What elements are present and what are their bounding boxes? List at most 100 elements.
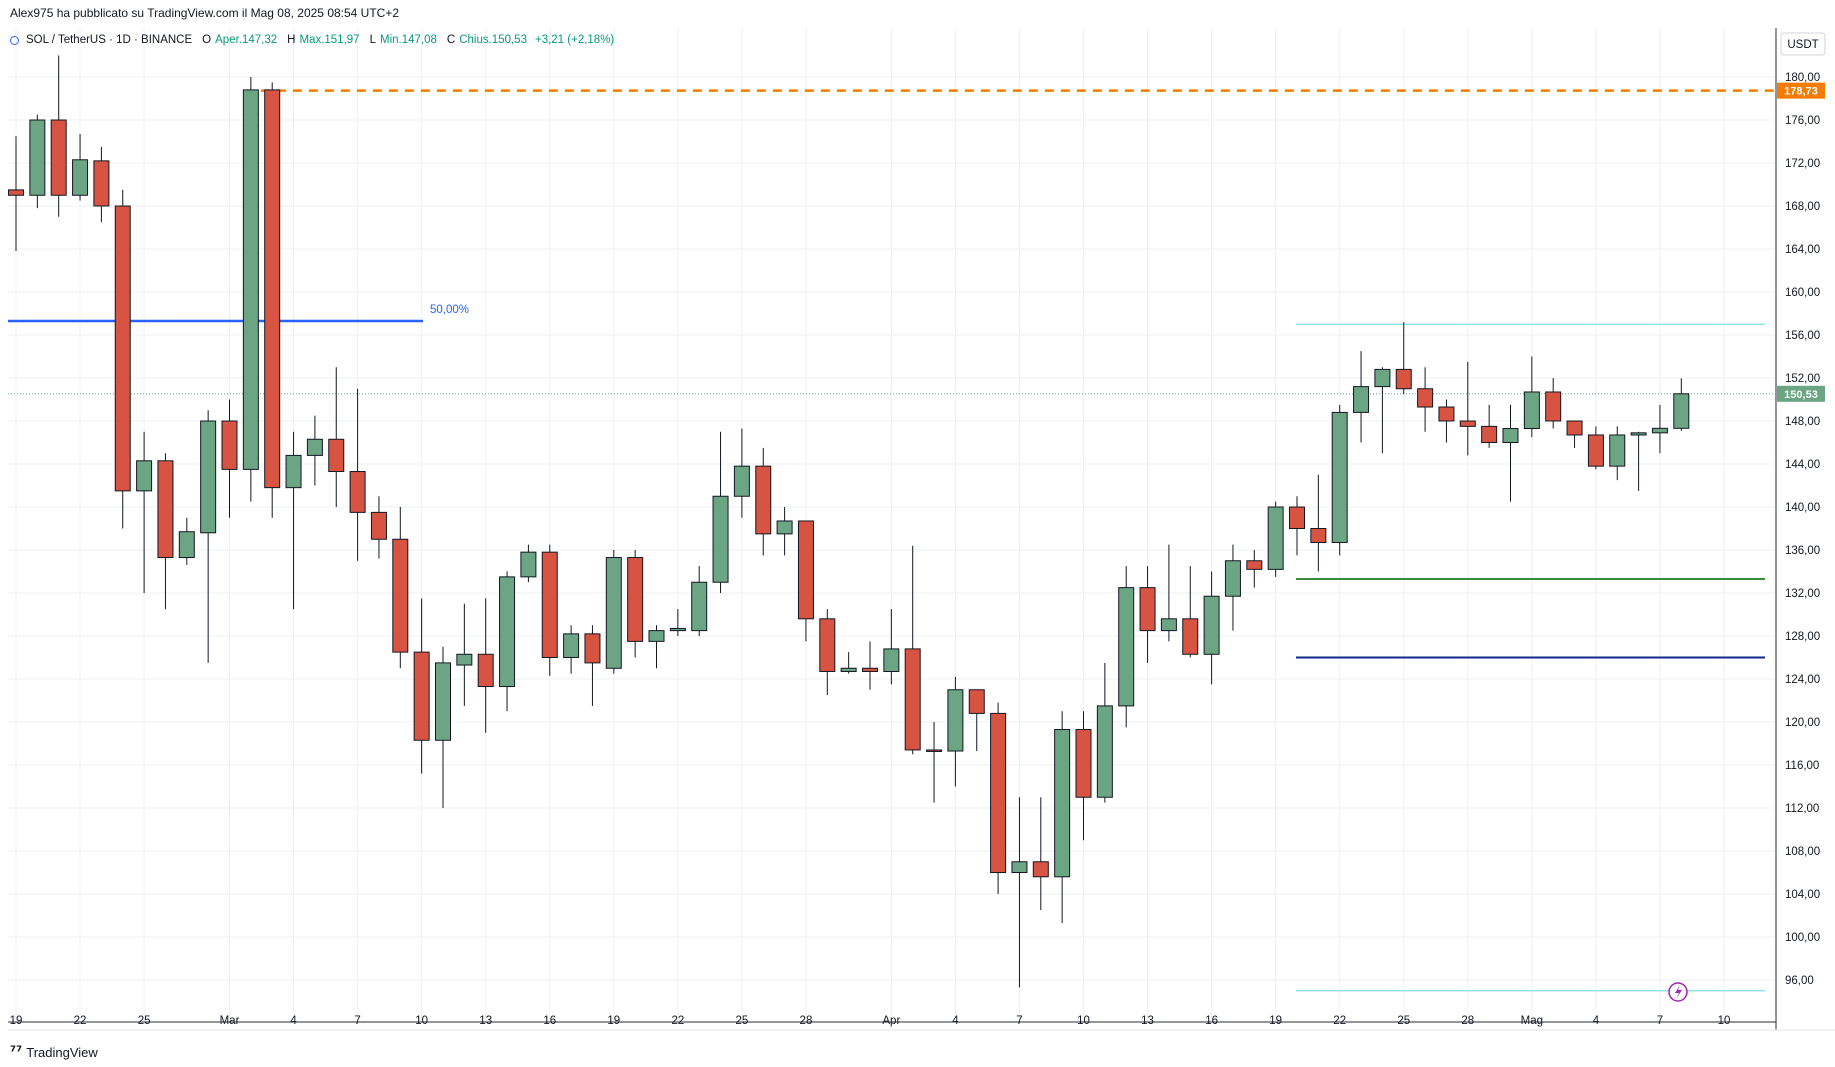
candle-body — [1630, 432, 1647, 436]
price-tick-label: 108,00 — [1785, 846, 1820, 858]
candle-body — [221, 420, 238, 470]
candle — [1246, 550, 1263, 588]
candle — [136, 431, 153, 593]
time-tick-label: 16 — [1205, 1015, 1218, 1027]
candle — [584, 625, 601, 706]
candle-body — [136, 460, 153, 492]
candle — [1203, 571, 1220, 685]
candle-body — [1331, 411, 1348, 543]
candle-body — [1182, 618, 1199, 655]
candle — [50, 55, 67, 217]
tradingview-brand[interactable]: ⁷⁷ TradingView — [10, 1044, 98, 1060]
candle — [733, 428, 750, 518]
candle — [242, 77, 259, 502]
candle — [605, 550, 622, 674]
symbol-status-icon — [10, 35, 19, 45]
candle — [285, 431, 302, 610]
candle — [776, 507, 793, 556]
candle-body — [499, 576, 516, 688]
time-tick-label: 10 — [1718, 1015, 1731, 1027]
price-tick-label: 140,00 — [1785, 502, 1820, 514]
candle-body — [1203, 595, 1220, 655]
time-tick-label: 22 — [74, 1015, 87, 1027]
candle — [1096, 662, 1113, 803]
candle — [1160, 544, 1177, 642]
symbol-legend: SOL / TetherUS · 1D · BINANCE O Aper.147… — [10, 34, 614, 46]
time-tick-label: 19 — [607, 1015, 620, 1027]
candle-body — [1011, 861, 1028, 873]
candle — [520, 544, 537, 583]
candle-body — [8, 189, 24, 196]
candle-body — [904, 648, 921, 751]
candle — [1224, 544, 1241, 631]
candle — [1481, 404, 1498, 448]
currency-box[interactable] — [1780, 32, 1826, 56]
candle-body — [968, 689, 985, 714]
candle-body — [264, 89, 281, 489]
price-tick-label: 144,00 — [1785, 459, 1820, 471]
close-value: Chius.150,53 — [459, 34, 527, 46]
candle — [840, 652, 857, 674]
candle — [328, 367, 345, 507]
candle — [691, 566, 708, 636]
candle-body — [1673, 393, 1690, 429]
candle — [1054, 711, 1071, 924]
candle — [1075, 711, 1092, 841]
candle — [1630, 431, 1647, 491]
candle — [1331, 404, 1348, 556]
candle — [456, 603, 473, 706]
time-tick-label: 4 — [290, 1015, 297, 1027]
symbol-name[interactable]: SOL / TetherUS · 1D · BINANCE — [26, 34, 193, 46]
price-tick-label: 96,00 — [1785, 975, 1814, 987]
candle — [477, 598, 494, 733]
candle-body — [1160, 618, 1177, 632]
candle — [1609, 426, 1626, 481]
time-tick-label: 10 — [415, 1015, 428, 1027]
lightning-icon[interactable] — [1668, 982, 1688, 1002]
price-tick-label: 136,00 — [1785, 545, 1820, 557]
time-tick-label: 7 — [1016, 1015, 1022, 1027]
candle-body — [1289, 506, 1305, 529]
candle-body — [584, 633, 601, 664]
price-tick-label: 104,00 — [1785, 889, 1820, 901]
candle — [1011, 797, 1028, 988]
tradingview-logo-icon: ⁷⁷ — [10, 1044, 23, 1060]
time-tick-label: 4 — [1593, 1015, 1600, 1027]
candle — [862, 641, 878, 690]
candle-body — [242, 89, 259, 470]
candle — [1438, 399, 1455, 443]
candle — [370, 496, 387, 559]
candle — [712, 431, 729, 593]
candle — [221, 399, 238, 518]
candle-body — [1310, 528, 1327, 543]
publish-info: Alex975 ha pubblicato su TradingView.com… — [10, 6, 400, 20]
candle-body — [1587, 434, 1604, 467]
candle — [1374, 367, 1391, 454]
candle — [990, 702, 1007, 894]
candle-body — [1075, 729, 1092, 798]
price-tick-label: 156,00 — [1785, 330, 1820, 342]
price-tick-label: 128,00 — [1785, 631, 1820, 643]
candle — [306, 415, 323, 486]
fib-50-label: 50,00% — [430, 304, 469, 316]
candle-body — [520, 551, 537, 578]
price-tick-label: 132,00 — [1785, 588, 1820, 600]
low-label: L — [369, 34, 376, 46]
candle-body — [435, 662, 451, 741]
candle-body — [306, 438, 323, 456]
candle — [93, 146, 110, 223]
high-value: Max.151,97 — [299, 34, 360, 46]
candle — [1182, 566, 1199, 658]
open-value: Aper.147,32 — [215, 34, 278, 46]
time-tick-label: 10 — [1077, 1015, 1090, 1027]
drawing-tools[interactable]: 50,00% — [8, 89, 1775, 992]
candle-body — [328, 438, 345, 473]
time-tick-label: 22 — [1333, 1015, 1346, 1027]
candle — [29, 114, 46, 209]
candle-body — [1118, 587, 1135, 707]
price-tick-label: 168,00 — [1785, 201, 1820, 213]
price-tick-label: 148,00 — [1785, 416, 1820, 428]
price-tick-label: 100,00 — [1785, 932, 1820, 944]
candle-body — [1096, 705, 1113, 798]
